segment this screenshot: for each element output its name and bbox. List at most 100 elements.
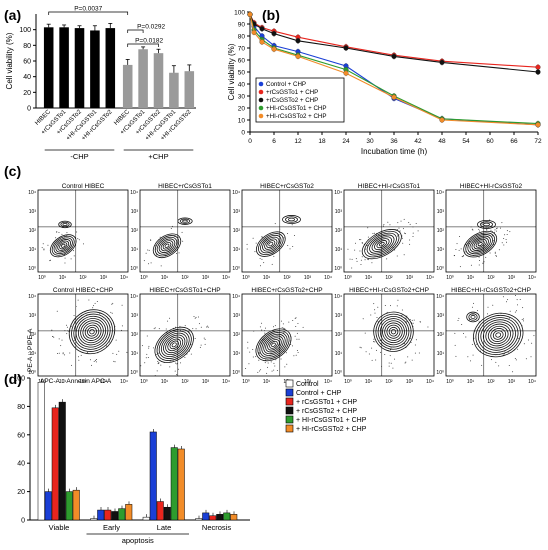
flow-x-axis-label: APC-A :: Annexin APC-A — [40, 378, 112, 385]
y-tick-label: 10⁴ — [334, 190, 342, 196]
event-dot — [143, 260, 145, 262]
event-dot — [166, 332, 168, 334]
contour-ring — [271, 342, 276, 348]
y-tick-label: 10⁰ — [130, 266, 138, 272]
event-dot — [500, 227, 502, 229]
contour-ring — [369, 234, 395, 254]
event-dot — [505, 301, 507, 303]
event-dot — [253, 330, 255, 332]
flow-plot-frame — [241, 189, 333, 273]
bar — [43, 27, 54, 108]
event-dot — [366, 245, 368, 247]
event-dot — [190, 353, 192, 355]
event-dot — [61, 233, 63, 235]
event-dot — [364, 332, 366, 334]
x-tick-label: 10⁴ — [324, 275, 332, 281]
contour-ring — [60, 221, 70, 228]
event-dot — [390, 362, 392, 364]
y-tick-label: 10² — [233, 228, 241, 234]
event-dot — [76, 231, 78, 233]
legend-entry: Control + CHP — [266, 81, 306, 88]
contour-ring — [386, 324, 401, 339]
event-dot — [485, 256, 487, 258]
event-dot — [467, 356, 469, 358]
event-dot — [389, 305, 391, 307]
x-tick-label: 10⁴ — [426, 275, 434, 281]
event-dot — [285, 352, 287, 354]
y-tick-label: 10² — [335, 332, 343, 338]
y-tick-label: 10⁰ — [436, 370, 444, 376]
event-dot — [289, 248, 291, 250]
event-dot — [88, 299, 90, 301]
y-tick-label: 10³ — [233, 209, 241, 215]
x-tick-label: 10¹ — [59, 275, 67, 281]
event-dot — [179, 325, 181, 327]
event-dot — [159, 236, 161, 238]
event-dot — [412, 236, 414, 238]
event-dot — [58, 338, 60, 340]
event-dot — [351, 258, 353, 260]
contour-ring — [162, 241, 172, 250]
x-tick-label: 10⁰ — [242, 275, 250, 281]
event-dot — [252, 348, 254, 350]
event-dot — [412, 226, 414, 228]
event-dot — [404, 362, 406, 364]
contour-ring — [84, 324, 100, 339]
bar — [195, 518, 203, 521]
event-dot — [361, 242, 363, 244]
contour-ring — [267, 339, 280, 351]
x-tick-label: 10⁰ — [38, 379, 46, 385]
event-dot — [517, 348, 519, 350]
y-tick-label: 10³ — [131, 313, 139, 319]
y-tick-label: 10² — [437, 228, 445, 234]
event-dot — [66, 333, 68, 335]
contour-ring — [382, 320, 405, 344]
legend-marker — [258, 89, 264, 95]
event-dot — [501, 222, 503, 224]
event-dot — [470, 360, 472, 362]
event-dot — [372, 232, 374, 234]
y-tick-label: 60 — [23, 59, 31, 66]
contour-ring — [261, 333, 286, 356]
event-dot — [49, 259, 51, 261]
event-dot — [494, 229, 496, 231]
event-dot — [180, 362, 182, 364]
event-dot — [516, 299, 518, 301]
legend-entry: + HI-rCsGSTo1 + CHP — [296, 417, 367, 424]
event-dot — [178, 252, 180, 254]
event-dot — [116, 353, 118, 355]
event-dot — [294, 317, 296, 319]
event-dot — [414, 352, 416, 354]
contour-ring — [82, 322, 102, 341]
y-tick-label: 0 — [27, 106, 31, 113]
bar — [138, 49, 148, 108]
event-dot — [356, 260, 358, 262]
event-dot — [503, 237, 505, 239]
event-dot — [470, 226, 472, 228]
event-dot — [297, 352, 299, 354]
y-axis-label: Cell viability (%) — [5, 32, 14, 89]
event-dot — [176, 252, 178, 254]
flow-plot-title: HIBEC+HI-rCsGSTo1 — [358, 183, 421, 190]
event-dot — [516, 310, 518, 312]
x-tick-label: 60 — [486, 138, 494, 145]
event-dot — [62, 353, 64, 355]
bar — [58, 401, 66, 521]
event-dot — [415, 339, 417, 341]
event-dot — [247, 347, 249, 349]
event-dot — [411, 359, 413, 361]
event-dot — [66, 326, 68, 328]
event-dot — [283, 237, 285, 239]
event-dot — [359, 346, 361, 348]
event-dot — [121, 325, 123, 327]
event-dot — [246, 243, 248, 245]
event-dot — [113, 360, 115, 362]
event-dot — [463, 255, 465, 257]
legend-marker — [258, 105, 264, 111]
x-tick-label: 12 — [294, 138, 302, 145]
event-dot — [169, 366, 171, 368]
event-dot — [255, 242, 257, 244]
event-dot — [273, 255, 275, 257]
event-dot — [194, 337, 196, 339]
